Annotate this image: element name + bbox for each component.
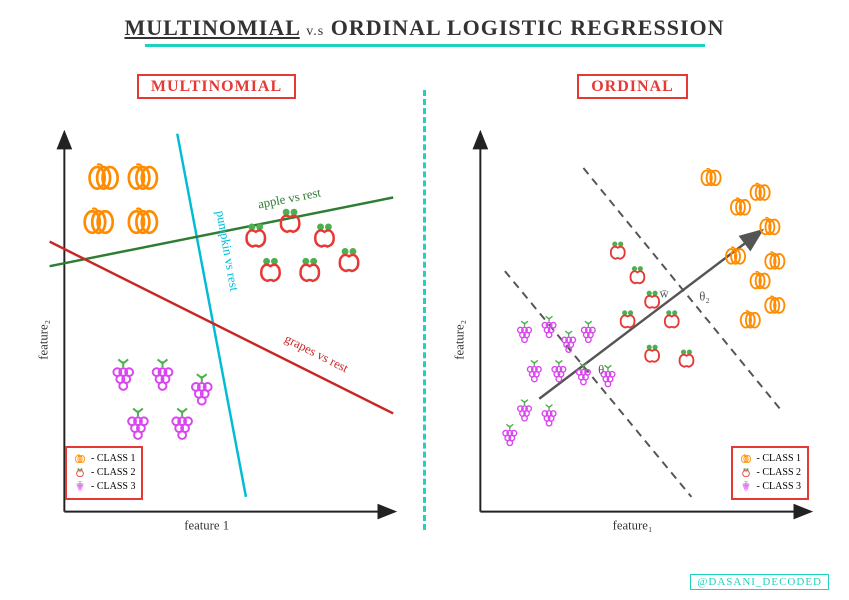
panels-container: MULTINOMIAL xyxy=(20,70,829,560)
page-title: MULTINOMIAL v.s ORDINAL LOGISTIC REGRESS… xyxy=(124,15,724,40)
page-title-wrap: MULTINOMIAL v.s ORDINAL LOGISTIC REGRESS… xyxy=(0,0,849,47)
legend-row-class1: - CLASS 1 xyxy=(739,452,801,466)
title-ordinal: ORDINAL LOGISTIC REGRESSION xyxy=(331,15,725,40)
legend-box: - CLASS 1 - CLASS 2 - CLASS 3 xyxy=(731,446,809,500)
svg-text:grapes vs rest: grapes vs rest xyxy=(282,331,351,375)
multinomial-title-wrap: MULTINOMIAL xyxy=(20,78,413,96)
pumpkin-cluster xyxy=(701,169,784,328)
legend-box: - CLASS 1 - CLASS 2 - CLASS 3 xyxy=(65,446,143,500)
legend-label-1: - CLASS 1 xyxy=(757,452,801,466)
legend-label-3: - CLASS 3 xyxy=(91,480,135,494)
legend-row-class1: - CLASS 1 xyxy=(73,452,135,466)
legend-label-3: - CLASS 3 xyxy=(757,480,801,494)
legend-label-2: - CLASS 2 xyxy=(757,466,801,480)
legend-row-class2: - CLASS 2 xyxy=(73,466,135,480)
grape-cluster xyxy=(113,359,211,439)
multinomial-title: MULTINOMIAL xyxy=(137,74,296,99)
ordinal-title-wrap: ORDINAL xyxy=(436,78,829,96)
legend-row-class3: - CLASS 3 xyxy=(739,480,801,494)
svg-text:w̄: w̄ xyxy=(659,287,669,301)
apple-cluster xyxy=(247,209,359,281)
svg-text:θ₂: θ₂ xyxy=(699,290,710,304)
panel-divider xyxy=(423,90,426,530)
y-axis-label: feature₂ xyxy=(453,320,467,360)
credit-handle: @DASANI_DECODED xyxy=(690,574,829,590)
y-axis-label: feature₂ xyxy=(37,320,51,360)
title-vs: v.s xyxy=(306,24,324,39)
title-underline xyxy=(145,44,705,47)
x-axis-label: feature 1 xyxy=(184,518,229,532)
pumpkin-cluster xyxy=(85,164,157,233)
legend-row-class3: - CLASS 3 xyxy=(73,480,135,494)
ordinal-panel: ORDINAL feature₁ feature₂ w̄θ₁θ₂ - CLASS… xyxy=(436,70,829,560)
apple-cluster xyxy=(611,242,694,367)
multinomial-panel: MULTINOMIAL xyxy=(20,70,413,560)
legend-label-2: - CLASS 2 xyxy=(91,466,135,480)
svg-text:apple vs rest: apple vs rest xyxy=(257,185,323,211)
x-axis-label: feature₁ xyxy=(613,518,653,532)
ordinal-title: ORDINAL xyxy=(577,74,688,99)
title-multinomial: MULTINOMIAL xyxy=(124,15,299,40)
legend-row-class2: - CLASS 2 xyxy=(739,466,801,480)
svg-text:pumpkin vs rest: pumpkin vs rest xyxy=(213,209,241,292)
legend-label-1: - CLASS 1 xyxy=(91,452,135,466)
